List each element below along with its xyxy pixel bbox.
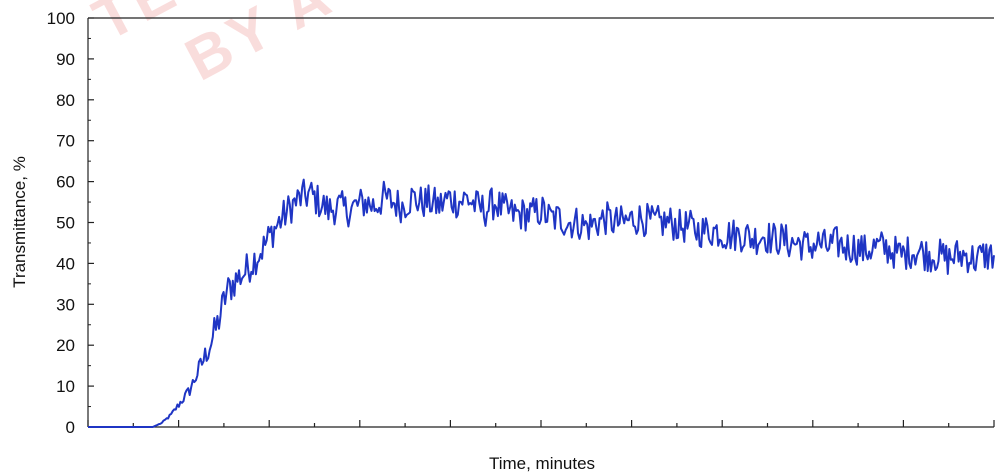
y-tick-label-80: 80 (56, 91, 75, 110)
y-axis-label: Transmittance, % (10, 156, 29, 288)
y-tick-label-90: 90 (56, 50, 75, 69)
y-tick-label-50: 50 (56, 214, 75, 233)
x-axis-label: Time, minutes (489, 454, 595, 473)
watermark-line-2: BY A (175, 0, 344, 93)
y-tick-label-60: 60 (56, 173, 75, 192)
y-tick-labels: 0 10 20 30 40 50 60 70 80 90 100 (47, 9, 94, 437)
watermark-line-1: TE (83, 0, 189, 53)
y-tick-label-70: 70 (56, 132, 75, 151)
watermark: TE BY A (83, 0, 344, 93)
y-tick-label-10: 10 (56, 377, 75, 396)
y-tick-label-20: 20 (56, 336, 75, 355)
x-ticks (87, 420, 995, 427)
series-line (88, 178, 995, 428)
y-tick-label-100: 100 (47, 9, 75, 28)
y-tick-label-0: 0 (66, 418, 75, 437)
y-tick-label-40: 40 (56, 254, 75, 273)
y-tick-label-30: 30 (56, 295, 75, 314)
